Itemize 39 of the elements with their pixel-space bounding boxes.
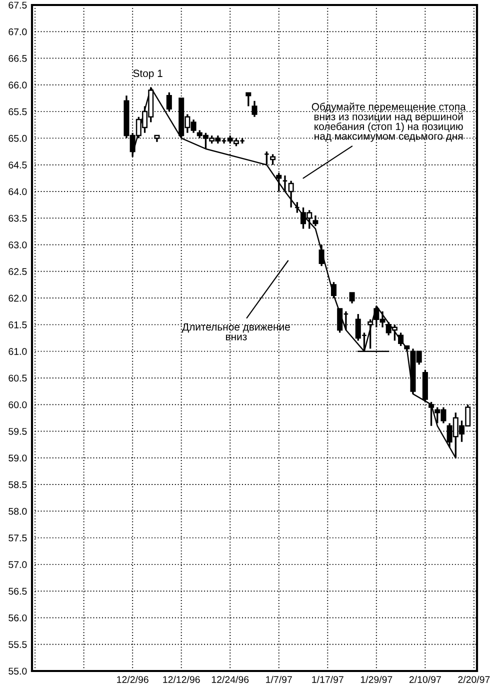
y-tick-label: 56.5 [8,588,27,595]
y-tick-label: 57.5 [8,534,27,542]
y-tick-label: 64.5 [8,162,27,168]
y-tick-label: 60.5 [8,374,27,382]
x-tick-label: 1/17/97 [312,676,344,683]
y-tick-label: 67.5 [8,2,27,9]
x-tick-label: 2/20/97 [458,676,490,683]
x-tick-label: 12/12/96 [163,676,200,683]
y-tick-label: 62.0 [8,294,27,302]
y-tick-label: 60.0 [8,401,27,408]
x-tick-label: 1/29/97 [360,676,392,683]
y-tick-label: 58.5 [8,481,27,488]
candlestick [398,332,404,347]
y-tick-label: 56.0 [8,614,27,622]
annotation: Обдумайте перемещение стопа вниз из позиции над вершиной колебания (стоп 1) на позицию над максимумом седьмого дня [312,102,466,142]
y-tick-label: 61.5 [8,321,27,328]
y-tick-label: 55.5 [8,641,27,648]
y-tick-label: 59.0 [8,454,27,462]
y-tick-label: 65.0 [8,134,27,142]
y-tick-label: 58.0 [8,508,27,515]
annotation: Stop 1 [133,70,162,80]
y-tick-label: 62.5 [8,268,27,276]
y-tick-label: 59.5 [8,428,27,435]
y-tick-label: 65.5 [8,108,27,116]
y-tick-label: 67.0 [8,28,27,36]
y-tick-label: 55.0 [8,668,27,675]
y-tick-label: 63.0 [8,241,27,248]
x-tick-label: 1/7/97 [266,676,292,683]
y-tick-label: 57.0 [8,561,27,568]
annotation: Длительное движение вниз [182,323,290,340]
y-tick-label: 66.5 [8,55,27,62]
y-tick-label: 61.0 [8,348,27,355]
y-tick-label: 63.5 [8,214,27,222]
x-tick-label: 12/24/96 [212,676,249,683]
y-tick-label: 64.0 [8,188,27,196]
x-tick-label: 2/10/97 [409,676,441,683]
x-tick-label: 12/2/96 [117,676,148,683]
y-tick-label: 66.0 [8,82,27,89]
candlestick [246,92,252,108]
